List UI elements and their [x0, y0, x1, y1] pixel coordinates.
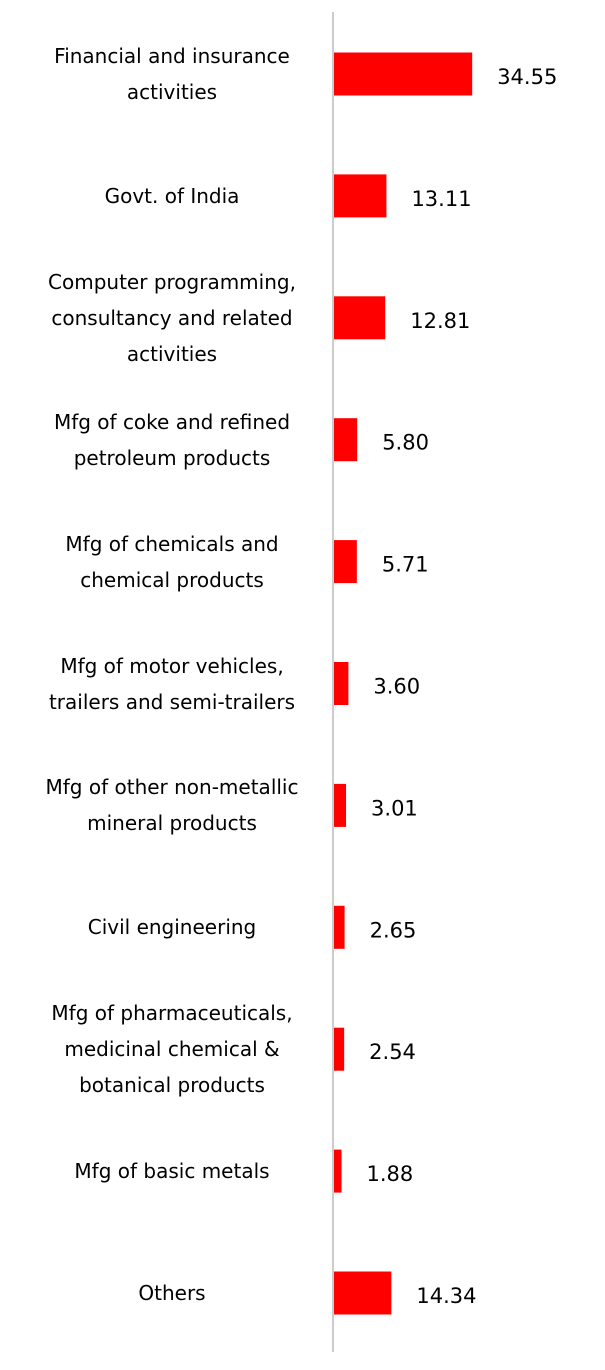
bar: [334, 52, 473, 96]
bar: [334, 1027, 345, 1071]
bar: [334, 1149, 342, 1193]
data-label: 2.54: [369, 1040, 416, 1064]
bar: [334, 905, 345, 949]
category-label: Govt. of India: [104, 183, 240, 208]
data-label: 5.71: [382, 553, 429, 577]
category-label: Computer programming, consultancy and re…: [48, 269, 296, 366]
data-label: 2.65: [370, 918, 417, 942]
bar: [334, 1271, 392, 1315]
bar: [334, 174, 387, 218]
data-label: 5.80: [382, 431, 429, 455]
data-label: 14.34: [416, 1284, 476, 1308]
category-label: Civil engineering: [87, 915, 257, 940]
category-label: Mfg of pharmaceuticals, medicinal chemic…: [51, 1001, 293, 1098]
data-label: 12.81: [410, 309, 470, 333]
category-label: Mfg of other non-metallic mineral produc…: [45, 775, 299, 836]
bar: [334, 418, 358, 462]
data-label: 1.88: [367, 1162, 414, 1186]
category-label: Mfg of motor vehicles, trailers and semi…: [48, 653, 296, 714]
category-label: Mfg of basic metals: [74, 1159, 270, 1184]
category-label: Financial and insurance activities: [54, 44, 290, 104]
data-label: 34.55: [497, 65, 557, 89]
data-label: 13.11: [411, 187, 471, 211]
data-label: 3.01: [371, 796, 418, 820]
bar: [334, 540, 357, 584]
bar: [334, 783, 347, 827]
category-label: Others: [138, 1281, 206, 1305]
data-label: 3.60: [373, 675, 420, 699]
category-label: Mfg of chemicals and chemical products: [65, 531, 279, 592]
bar: [334, 662, 349, 705]
category-label: Mfg of coke and refined petroleum produc…: [53, 409, 291, 470]
bar: [334, 296, 386, 340]
